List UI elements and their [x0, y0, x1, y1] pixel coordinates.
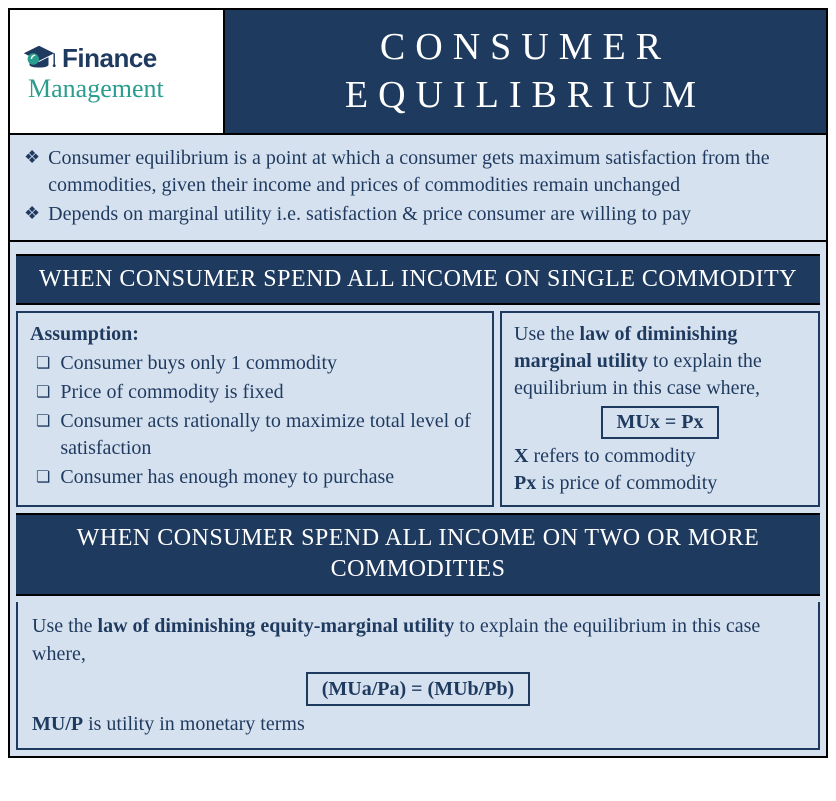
assumption-text: Consumer acts rationally to maximize tot…: [60, 408, 480, 462]
law-panel: Use the law of diminishing marginal util…: [500, 311, 820, 507]
legend-x-bold: X: [514, 445, 528, 467]
intro-box: ❖ Consumer equilibrium is a point at whi…: [10, 135, 826, 242]
logo-top: Finance: [20, 40, 213, 78]
intro-bullet: ❖ Consumer equilibrium is a point at whi…: [24, 145, 812, 199]
formula-wrap: MUx = Px: [514, 402, 806, 443]
legend-px: Px is price of commodity: [514, 470, 806, 497]
assumption-text: Consumer has enough money to purchase: [60, 464, 394, 491]
assumption-item: ❏ Consumer has enough money to purchase: [30, 464, 480, 491]
intro-text: Depends on marginal utility i.e. satisfa…: [48, 201, 691, 228]
infographic-container: Finance Management CONSUMER EQUILIBRIUM …: [8, 8, 828, 758]
law2-pre: Use the: [32, 615, 98, 637]
diamond-bullet-icon: ❖: [24, 201, 40, 225]
legend-px-bold: Px: [514, 472, 536, 494]
logo-text-management: Management: [28, 74, 213, 104]
assumption-panel: Assumption: ❏ Consumer buys only 1 commo…: [16, 311, 494, 507]
legend-x: X refers to commodity: [514, 443, 806, 470]
assumption-item: ❏ Consumer buys only 1 commodity: [30, 350, 480, 377]
spacer: [10, 242, 826, 248]
law-pre: Use the: [514, 323, 580, 345]
header-row: Finance Management CONSUMER EQUILIBRIUM: [10, 10, 826, 135]
main-title: CONSUMER EQUILIBRIUM: [225, 10, 826, 133]
law2-bold: law of diminishing equity-marginal utili…: [98, 615, 455, 637]
assumption-item: ❏ Consumer acts rationally to maximize t…: [30, 408, 480, 462]
formula2-wrap: (MUa/Pa) = (MUb/Pb): [32, 668, 804, 710]
checkbox-icon: ❏: [36, 353, 50, 375]
section2-heading: WHEN CONSUMER SPEND ALL INCOME ON TWO OR…: [16, 513, 820, 595]
graduation-cap-icon: [20, 40, 58, 78]
formula2-box: (MUa/Pa) = (MUb/Pb): [306, 672, 530, 706]
logo-cell: Finance Management: [10, 10, 225, 133]
section2-body: Use the law of diminishing equity-margin…: [16, 602, 820, 750]
assumption-item: ❏ Price of commodity is fixed: [30, 379, 480, 406]
logo-text-finance: Finance: [62, 43, 157, 74]
diamond-bullet-icon: ❖: [24, 145, 40, 169]
checkbox-icon: ❏: [36, 411, 50, 433]
assumption-text: Price of commodity is fixed: [60, 379, 283, 406]
formula-box: MUx = Px: [601, 406, 720, 439]
intro-bullet: ❖ Depends on marginal utility i.e. satis…: [24, 201, 812, 228]
section1-heading: WHEN CONSUMER SPEND ALL INCOME ON SINGLE…: [16, 254, 820, 305]
legend-px-text: is price of commodity: [536, 472, 717, 494]
checkbox-icon: ❏: [36, 382, 50, 404]
legend-mu-bold: MU/P: [32, 713, 83, 735]
section1-body: Assumption: ❏ Consumer buys only 1 commo…: [10, 311, 826, 513]
assumption-title: Assumption:: [30, 323, 139, 345]
legend-x-text: refers to commodity: [528, 445, 695, 467]
legend-mu: MU/P is utility in monetary terms: [32, 710, 804, 738]
assumption-text: Consumer buys only 1 commodity: [60, 350, 337, 377]
intro-text: Consumer equilibrium is a point at which…: [48, 145, 812, 199]
checkbox-icon: ❏: [36, 467, 50, 489]
legend-mu-text: is utility in monetary terms: [83, 713, 305, 735]
